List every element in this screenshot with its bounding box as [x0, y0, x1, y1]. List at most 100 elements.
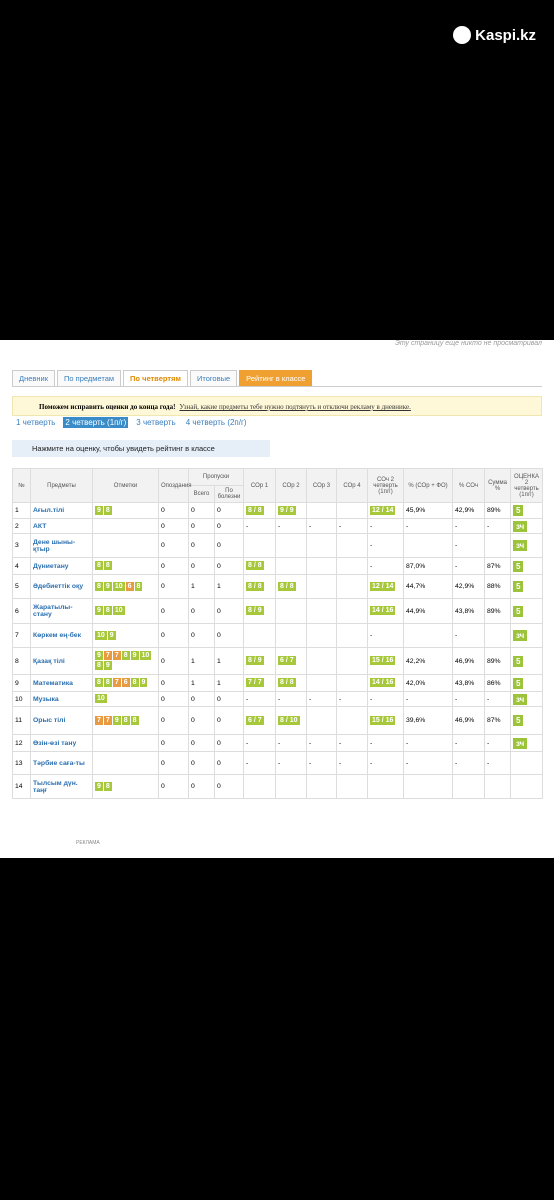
mark[interactable]: 8 [121, 651, 130, 660]
final-grade[interactable]: зч [513, 540, 528, 551]
table-cell: - [452, 623, 485, 648]
mark[interactable]: 8 [103, 606, 112, 615]
final-grade[interactable]: 5 [513, 581, 524, 592]
mark[interactable]: 9 [107, 630, 116, 640]
assessment-score[interactable]: 8 / 8 [278, 678, 296, 687]
assessment-score[interactable]: 8 / 8 [246, 561, 264, 570]
mark[interactable]: 6 [121, 678, 130, 687]
assessment-score[interactable]: 8 / 9 [246, 606, 264, 615]
mark[interactable]: 8 [130, 715, 139, 725]
quarter-tab[interactable]: 1 четверть [16, 418, 56, 427]
assessment-score[interactable]: 9 / 9 [278, 505, 296, 515]
mark[interactable]: 7 [95, 715, 103, 725]
cell-text: 86% [487, 679, 501, 687]
table-cell [484, 533, 511, 558]
subject-name[interactable]: Әдебиеттік оқу [33, 583, 84, 590]
tab[interactable]: По предметам [57, 370, 122, 386]
final-grade[interactable]: зч [513, 520, 528, 532]
cell-text: 0 [191, 759, 195, 767]
subject-name[interactable]: АКТ [33, 522, 47, 530]
assessment-score[interactable]: 8 / 9 [246, 656, 264, 665]
tab[interactable]: Дневник [12, 370, 55, 386]
assessment-score[interactable]: 12 / 14 [370, 581, 396, 591]
assessment-score[interactable]: 8 / 8 [246, 581, 264, 591]
final-grade[interactable]: 5 [513, 677, 524, 689]
table-cell: 46,9% [452, 706, 485, 735]
assessment-score[interactable]: 15 / 16 [370, 715, 396, 725]
final-grade[interactable]: 5 [513, 505, 524, 516]
final-grade[interactable]: 5 [513, 605, 524, 617]
mark[interactable]: 10 [112, 606, 125, 615]
subject-name[interactable]: Қазақ тілі [33, 657, 65, 665]
mark[interactable]: 8 [130, 678, 139, 687]
mark[interactable]: 8 [134, 581, 143, 591]
mark[interactable]: 9 [103, 661, 112, 670]
final-grade[interactable]: 5 [513, 560, 524, 572]
mark[interactable]: 7 [112, 678, 121, 687]
mark[interactable]: 8 [103, 678, 112, 687]
subject-name[interactable]: Дүниетану [33, 562, 69, 570]
tab[interactable]: Рейтинг в классе [239, 370, 313, 386]
subject-name[interactable]: Математика [33, 679, 73, 687]
mark[interactable]: 7 [103, 651, 112, 660]
subject-name[interactable]: Ағыл.тілі [33, 507, 65, 514]
final-grade[interactable]: зч [513, 737, 528, 749]
subject-name[interactable]: Музыка [33, 695, 59, 703]
mark[interactable]: 9 [103, 581, 112, 591]
table-cell: 0 [188, 774, 215, 799]
table-cell [452, 774, 485, 799]
subject-name[interactable]: Тәрбие сағa-ты [33, 759, 85, 767]
mark[interactable]: 8 [95, 561, 103, 570]
mark[interactable]: 8 [103, 505, 112, 515]
final-grade[interactable]: 5 [513, 715, 524, 726]
mark[interactable]: 9 [130, 651, 139, 660]
banner-link[interactable]: Узнай, какие предметы тебе нужно подтяну… [179, 403, 411, 411]
mark[interactable]: 9 [95, 505, 103, 515]
mark[interactable]: 7 [112, 651, 121, 660]
mark[interactable]: 10 [95, 694, 107, 703]
final-grade[interactable]: 5 [513, 655, 524, 667]
mark[interactable]: 8 [121, 715, 130, 725]
final-grade[interactable]: зч [513, 693, 528, 705]
subject-name[interactable]: Дене шыны-қтыр [33, 538, 76, 553]
mark[interactable]: 10 [95, 630, 107, 640]
subject-name[interactable]: Көркем ең-бек [33, 632, 81, 639]
mark[interactable]: 9 [112, 715, 121, 725]
subject-name[interactable]: Тылсым дүн. таңғ [33, 779, 78, 794]
quarter-tab[interactable]: 3 четверть [136, 418, 176, 427]
mark[interactable]: 8 [95, 678, 103, 687]
table-cell: 0 [188, 751, 215, 775]
tab[interactable]: По четвертям [123, 370, 188, 386]
assessment-score[interactable]: 8 / 8 [278, 581, 296, 591]
assessment-score[interactable]: 7 / 7 [246, 678, 264, 687]
mark[interactable]: 8 [103, 561, 112, 570]
assessment-score[interactable]: 14 / 16 [370, 606, 396, 615]
assessment-score[interactable]: 6 / 7 [278, 656, 296, 665]
assessment-score[interactable]: 12 / 14 [370, 505, 396, 515]
table-row: 13 Тәрбие сағa-ты 0 0 0 - - - - - - - - [12, 751, 543, 775]
mark[interactable]: 8 [95, 661, 103, 670]
mark[interactable]: 9 [139, 678, 148, 687]
subject-name[interactable]: Өзін-өзі тану [33, 739, 77, 747]
assessment-score[interactable]: 15 / 16 [370, 656, 396, 665]
quarter-tab[interactable]: 2 четверть (1п/г) [63, 417, 129, 428]
mark[interactable]: 9 [95, 781, 103, 791]
mark[interactable]: 7 [103, 715, 112, 725]
assessment-score[interactable]: 6 / 7 [246, 715, 264, 725]
mark[interactable]: 8 [95, 581, 103, 591]
quarter-tab[interactable]: 4 четверть (2п/г) [185, 418, 247, 427]
assessment-score[interactable]: 8 / 8 [246, 505, 264, 515]
mark[interactable]: 6 [125, 581, 134, 591]
mark[interactable]: 10 [112, 581, 125, 591]
mark[interactable]: 8 [103, 781, 112, 791]
subject-name[interactable]: Жаратылы-стану [33, 604, 73, 618]
tab[interactable]: Итоговые [189, 370, 238, 386]
mark[interactable]: 9 [95, 651, 103, 660]
assessment-score[interactable]: 14 / 16 [370, 678, 396, 687]
assessment-score[interactable]: 8 / 10 [278, 715, 300, 725]
cell-text: 0 [217, 542, 221, 549]
subject-name[interactable]: Орыс тілі [33, 717, 66, 724]
final-grade[interactable]: зч [513, 630, 528, 641]
mark[interactable]: 9 [95, 606, 103, 615]
mark[interactable]: 10 [139, 651, 152, 660]
